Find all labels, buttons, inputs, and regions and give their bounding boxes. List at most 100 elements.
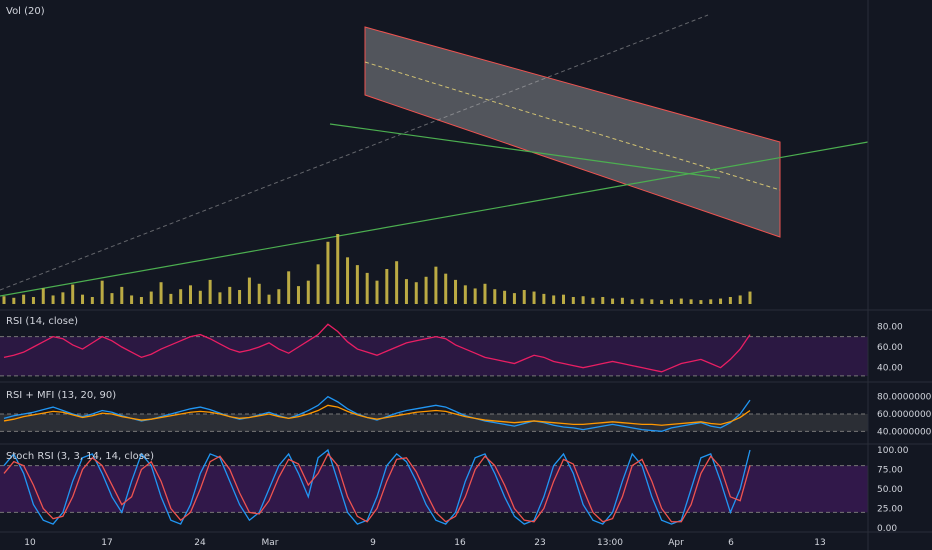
- oscillator-tick-label: 50.00: [877, 485, 903, 495]
- volume-bar: [267, 294, 271, 304]
- volume-bar: [424, 276, 428, 304]
- volume-bar: [61, 292, 65, 304]
- oscillator-tick-label: 40.00000000: [877, 427, 932, 437]
- volume-bar: [306, 280, 310, 304]
- volume-bar: [709, 299, 713, 304]
- volume-bar: [503, 290, 507, 304]
- rsimfi-pane-title: RSI + MFI (13, 20, 90): [6, 390, 116, 401]
- volume-bar: [287, 271, 291, 304]
- volume-bar: [189, 285, 192, 304]
- time-tick-label: Apr: [668, 538, 684, 548]
- volume-bar: [679, 298, 683, 304]
- oscillator-tick-label: 40.00: [877, 364, 903, 374]
- time-tick-label: 16: [454, 538, 466, 548]
- volume-bar: [630, 299, 634, 304]
- volume-bar: [463, 285, 467, 304]
- volume-bar: [473, 288, 477, 304]
- volume-bar: [2, 296, 6, 304]
- oscillator-tick-label: 80.00000000: [877, 393, 932, 403]
- volume-bar: [90, 297, 94, 304]
- volume-bar: [385, 269, 389, 304]
- rsi-pane[interactable]: 80.00 60.00 40.00: [0, 322, 932, 383]
- volume-bar: [71, 284, 75, 304]
- volume-bar: [149, 291, 153, 304]
- volume-bar: [748, 291, 752, 304]
- volume-bar: [552, 295, 556, 304]
- oscillator-tick-label: 0.00: [877, 524, 897, 534]
- time-tick-label: 9: [370, 538, 376, 548]
- volume-bar: [532, 291, 536, 304]
- stoch-d-line: [3, 452, 751, 523]
- stoch-k-line: [3, 448, 751, 525]
- volume-bar: [139, 297, 143, 304]
- volume-bar: [110, 293, 114, 304]
- volume-bar: [650, 299, 654, 304]
- volume-bar: [699, 300, 703, 304]
- volume-bar: [336, 234, 340, 304]
- volume-bar: [689, 299, 693, 304]
- volume-bar: [198, 290, 202, 304]
- volume-bar: [346, 257, 350, 304]
- volume-bar: [12, 297, 16, 304]
- volume-bar: [562, 294, 565, 304]
- time-tick-label: 13: [814, 538, 825, 548]
- main-pane-title: Vol (20): [6, 6, 45, 17]
- main-price-pane[interactable]: 0.0000696801:02:120.000110000.000100000.…: [0, 0, 932, 311]
- volume-bar: [316, 264, 320, 304]
- volume-bar: [31, 297, 35, 304]
- volume-bar: [375, 280, 379, 304]
- volume-bar: [22, 294, 26, 304]
- volume-bar: [247, 277, 251, 304]
- volume-bar: [571, 297, 575, 304]
- oscillator-band: [0, 465, 868, 513]
- volume-bar: [591, 297, 595, 304]
- rsi-mfi-pane[interactable]: 80.00000000 60.00000000 40.00000000: [0, 393, 932, 445]
- volume-bar: [542, 293, 546, 304]
- volume-bar: [660, 300, 664, 304]
- time-tick-label: 17: [101, 538, 112, 548]
- volume-bar: [728, 297, 732, 304]
- oscillator-band: [0, 414, 868, 432]
- volume-bar: [611, 298, 615, 304]
- volume-bar: [581, 296, 585, 304]
- regression-channel: [364, 26, 781, 238]
- volume-bar: [296, 286, 300, 304]
- time-tick-label: Mar: [262, 538, 279, 548]
- time-axis[interactable]: 10 17 24 Mar 9 16 23 13:00 Apr 6 13: [24, 0, 869, 550]
- volume-bar: [100, 280, 104, 304]
- volume-bar: [208, 279, 212, 304]
- oscillator-tick-label: 60.00: [877, 343, 903, 353]
- stoch-rsi-pane[interactable]: 100.00 75.00 50.00 25.00 0.00: [0, 446, 932, 534]
- volume-bar: [228, 286, 232, 304]
- volume-bar: [719, 298, 723, 304]
- time-tick-label: 6: [728, 538, 734, 548]
- stoch-pane-title: Stoch RSI (3, 3, 14, 14, close): [6, 451, 154, 462]
- oscillator-band: [0, 336, 868, 376]
- oscillator-tick-label: 100.00: [877, 446, 909, 456]
- volume-bar: [326, 241, 330, 304]
- dashed-trendline: [0, 14, 709, 291]
- volume-bar: [395, 261, 399, 304]
- volume-bar: [257, 283, 261, 304]
- volume-bar: [434, 266, 438, 304]
- oscillator-tick-label: 25.00: [877, 505, 903, 515]
- oscillator-tick-label: 60.00000000: [877, 410, 932, 420]
- volume-bar: [512, 293, 516, 304]
- volume-bar: [159, 282, 163, 304]
- volume-bar: [130, 295, 134, 304]
- volume-bar: [169, 293, 173, 304]
- volume-bar: [81, 294, 85, 304]
- volume-bar: [179, 289, 183, 304]
- volume-bar: [238, 290, 242, 304]
- volume-bar: [640, 298, 644, 304]
- volume-bar: [41, 288, 45, 304]
- volume-bar: [277, 289, 281, 304]
- volume-bar: [414, 282, 418, 304]
- volume-bar: [738, 295, 742, 304]
- oscillator-tick-label: 75.00: [877, 466, 903, 476]
- volume-bar: [51, 295, 55, 304]
- time-tick-label: 10: [24, 538, 36, 548]
- rsi-pane-title: RSI (14, close): [6, 316, 78, 327]
